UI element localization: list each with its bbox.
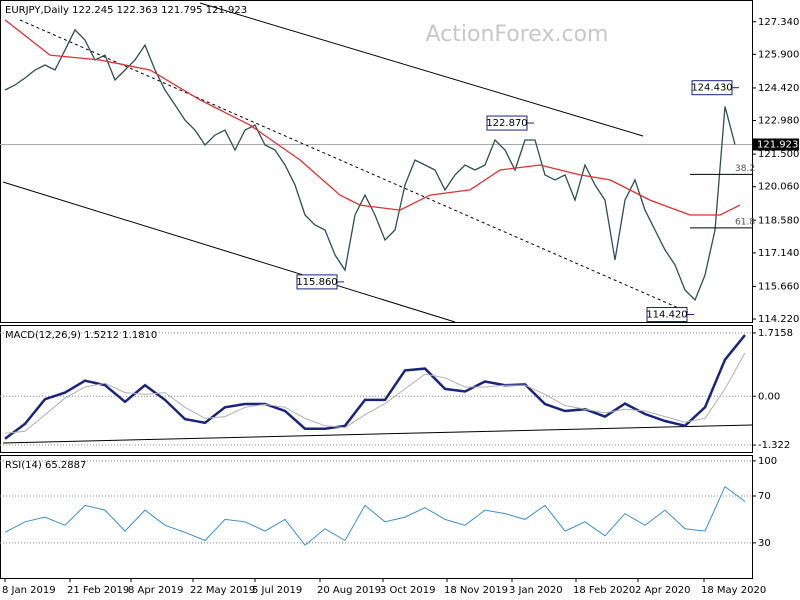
last-price-label: 121.923: [757, 140, 798, 151]
x-tick-label: 3 Oct 2019: [380, 585, 435, 596]
fib-label: 61.8: [735, 217, 755, 227]
annotation-box: [691, 80, 733, 96]
y-tick-label: 30: [758, 538, 771, 549]
x-tick-label: 8 Apr 2019: [128, 585, 183, 596]
x-tick-label: 5 Jul 2019: [252, 585, 302, 596]
annotation-label: 122.870: [486, 118, 527, 129]
annotation-label: 115.860: [296, 277, 337, 288]
y-tick-label: 70: [758, 491, 771, 502]
y-tick-label: 127.340: [758, 17, 799, 28]
y-tick-label: 117.140: [758, 248, 799, 259]
x-tick-label: 8 Jan 2019: [2, 585, 56, 596]
x-tick-label: 18 Nov 2019: [444, 585, 508, 596]
fib-label: 38.2: [735, 164, 755, 174]
y-tick-label: 124.420: [758, 83, 799, 94]
y-tick-label: 114.220: [758, 314, 799, 325]
watermark: ActionForex.com: [426, 22, 609, 47]
x-tick-label: 18 May 2020: [701, 585, 766, 596]
trend-line: [19, 19, 691, 314]
x-tick-label: 20 Aug 2019: [317, 585, 381, 596]
y-tick-label: 118.580: [758, 215, 799, 226]
macd-support-line: [2, 424, 753, 444]
y-tick-label: 121.500: [758, 149, 799, 160]
panel-title: RSI(14) 65.2887: [5, 460, 86, 471]
x-tick-label: 21 Feb 2019: [67, 585, 129, 596]
series-line: [4, 19, 741, 216]
channel-line: [2, 181, 456, 323]
last-price-box: [753, 138, 799, 151]
series-line: [4, 485, 746, 546]
y-tick-label: 125.900: [758, 49, 799, 60]
rsi-panel: [0, 455, 753, 579]
x-tick-label: 22 May 2019: [190, 585, 255, 596]
y-tick-label: 122.980: [758, 116, 799, 127]
y-tick-label: 115.660: [758, 281, 799, 292]
x-tick-label: 2 Apr 2020: [635, 585, 690, 596]
y-tick-label: 0.00: [758, 391, 780, 402]
annotation-box: [646, 307, 688, 323]
x-tick-label: 18 Feb 2020: [573, 585, 635, 596]
channel-line: [199, 2, 644, 137]
series-line: [4, 28, 736, 302]
panel-title: MACD(12,26,9) 1.5212 1.1810: [5, 330, 157, 341]
macd-panel: [0, 325, 753, 453]
annotation-box: [296, 274, 338, 290]
y-tick-label: -1.322: [758, 440, 790, 451]
y-tick-label: 120.060: [758, 182, 799, 193]
annotation-label: 114.420: [646, 310, 687, 321]
price-panel: [0, 0, 753, 323]
series-line: [4, 352, 746, 434]
annotation-label: 124.430: [691, 83, 732, 94]
annotation-box: [486, 115, 528, 131]
panel-title: EURJPY,Daily 122.245 122.363 121.795 121…: [5, 5, 247, 16]
y-tick-label: 1.7158: [758, 328, 793, 339]
x-tick-label: 3 Jan 2020: [509, 585, 563, 596]
y-tick-label: 100: [758, 456, 777, 467]
series-line: [4, 334, 746, 440]
